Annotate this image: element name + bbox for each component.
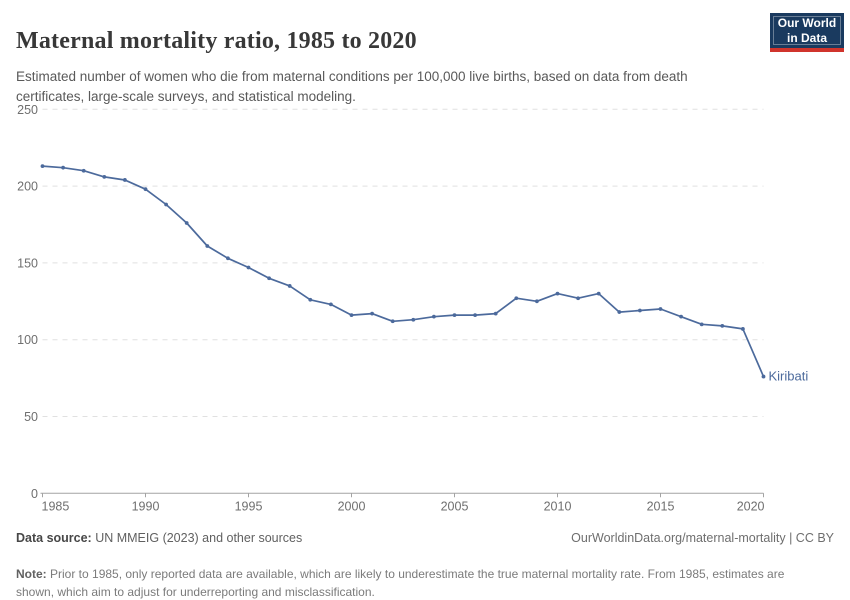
x-tick-label: 1985 (42, 499, 70, 513)
data-point (226, 256, 230, 261)
data-point (679, 314, 683, 319)
data-point (493, 311, 498, 316)
data-point (473, 313, 477, 318)
chart-subtitle: Estimated number of women who die from m… (16, 68, 688, 105)
data-point (184, 221, 189, 225)
data-point (555, 291, 560, 296)
data-point (246, 265, 251, 270)
data-point (102, 174, 107, 179)
data-point (411, 317, 416, 322)
data-point (514, 296, 519, 301)
x-tick-label: 2000 (338, 499, 366, 513)
page-title: Maternal mortality ratio, 1985 to 2020 (16, 28, 417, 55)
data-point (576, 296, 580, 301)
data-source-text: UN MMEIG (2023) and other sources (91, 531, 303, 545)
data-point (596, 291, 601, 296)
owid-logo-text: Our World in Data (778, 16, 836, 46)
data-point (658, 307, 663, 311)
data-point (370, 311, 374, 316)
data-point (205, 244, 210, 248)
x-tick-label: 2020 (737, 499, 765, 513)
data-point (432, 314, 436, 319)
x-tick-label: 2010 (544, 499, 572, 513)
data-point (61, 165, 65, 170)
data-point (617, 310, 622, 314)
data-point (349, 313, 354, 318)
attribution-link[interactable]: OurWorldinData.org/maternal-mortality | … (571, 531, 834, 545)
owid-logo-line2: in Data (786, 30, 827, 45)
owid-logo-line1: Our World (777, 15, 837, 30)
y-tick-label: 200 (17, 180, 38, 194)
data-point (535, 299, 539, 304)
y-tick-label: 250 (17, 103, 38, 117)
owid-logo[interactable]: Our World in Data (770, 13, 844, 52)
x-tick-label: 1990 (132, 499, 160, 513)
x-tick-label: 2005 (441, 499, 469, 513)
data-point (329, 302, 333, 307)
series-line (41, 165, 765, 378)
y-tick-label: 50 (24, 410, 38, 424)
data-source-label: Data source: (16, 531, 92, 545)
data-point (143, 187, 148, 192)
data-point (267, 276, 271, 281)
data-point (699, 322, 704, 327)
data-point (638, 308, 642, 313)
data-point (308, 297, 313, 302)
footnote-text: Prior to 1985, only reported data are av… (16, 567, 785, 599)
footnote-label: Note: (16, 567, 47, 581)
data-point (164, 202, 169, 207)
data-source: Data source: UN MMEIG (2023) and other s… (16, 531, 302, 545)
data-point (40, 164, 45, 169)
y-tick-label: 150 (17, 256, 38, 270)
y-tick-label: 100 (17, 333, 38, 347)
data-point (720, 323, 725, 328)
footnote: Note: Prior to 1985, only reported data … (16, 565, 794, 600)
data-point (287, 284, 292, 288)
series-end-label: Kiribati (769, 369, 809, 384)
x-tick-label: 1995 (235, 499, 263, 513)
footer-row: Data source: UN MMEIG (2023) and other s… (16, 531, 834, 545)
data-point (452, 313, 457, 318)
data-point (761, 374, 766, 379)
line-chart: 0 50 100 150 200 250 1985 1990 1995 2000 2005 2010 2… (17, 103, 809, 513)
data-point (123, 178, 127, 182)
y-tick-label: 0 (31, 487, 38, 501)
data-point (741, 327, 745, 331)
x-tick-label: 2015 (647, 499, 675, 513)
data-point (81, 168, 86, 173)
data-point (390, 319, 395, 324)
